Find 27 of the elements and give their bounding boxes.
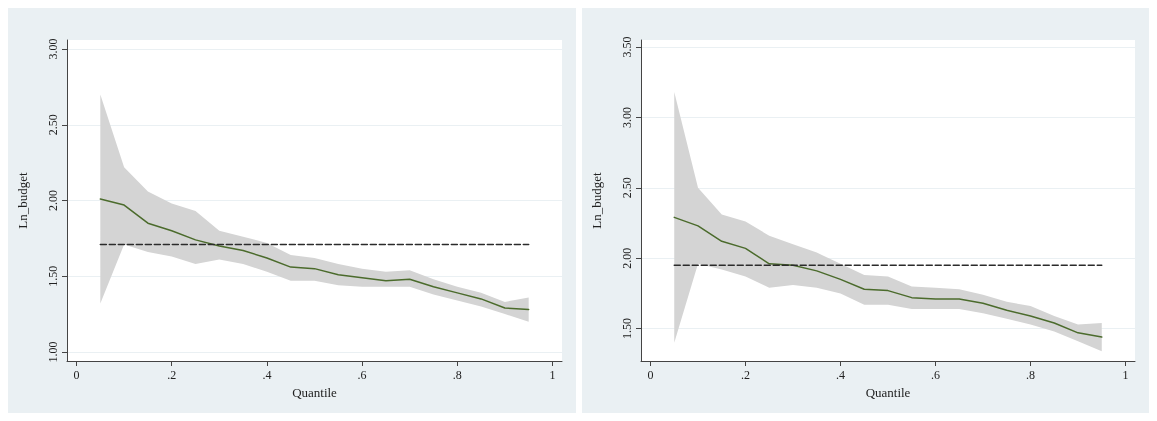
line-series [673, 216, 1103, 338]
y-tick-label: 2.00 [46, 190, 60, 211]
y-axis-title: Ln_budget [589, 171, 604, 229]
y-tick-label: 1.50 [620, 318, 634, 340]
x-tick-label: .2 [741, 368, 750, 382]
y-tick-label: 1.00 [46, 341, 60, 363]
y-tick-label: 2.50 [620, 177, 634, 199]
x-tick-label: .6 [931, 368, 940, 382]
y-tick-label: 3.00 [46, 38, 60, 60]
x-tick-label: 1 [1122, 368, 1129, 382]
x-tick-label: .2 [167, 368, 177, 382]
x-tick-label: .4 [836, 368, 845, 382]
y-axis-title: Ln_budget [15, 171, 30, 229]
x-tick-label: 0 [73, 368, 80, 382]
y-tick-label: 3.00 [620, 106, 634, 128]
x-tick-label: .4 [262, 368, 272, 382]
y-tick-label: 2.00 [620, 247, 634, 269]
y-tick-label: 1.50 [46, 265, 60, 287]
x-tick-label: .8 [1026, 368, 1035, 382]
x-tick-label: .8 [452, 368, 462, 382]
x-axis-title: Quantile [865, 384, 911, 400]
y-tick-label: 2.50 [46, 114, 60, 136]
x-axis-title: Quantile [292, 384, 338, 400]
x-tick-label: .6 [357, 368, 367, 382]
y-tick-label: 3.50 [620, 36, 634, 58]
x-tick-label: 0 [647, 368, 654, 382]
x-tick-label: 1 [549, 368, 556, 382]
